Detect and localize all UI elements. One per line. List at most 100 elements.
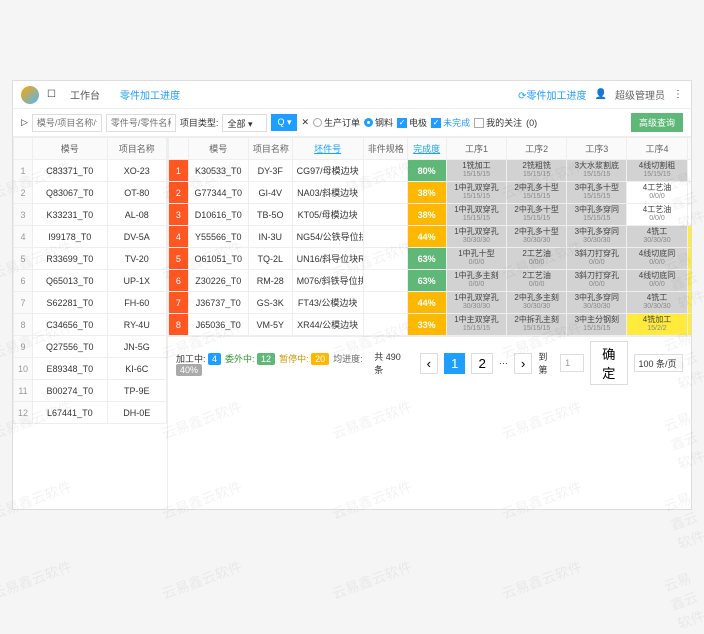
- cell: J65036_T0: [188, 314, 248, 336]
- cell: 38%: [407, 182, 446, 204]
- tab-workbench[interactable]: 工作台: [64, 85, 106, 104]
- table-row[interactable]: 8J65036_T0VM-5YXR44/公模边块33%1中主双穿孔15/15/1…: [169, 314, 692, 336]
- cell: 4铣工30/30/30: [627, 226, 687, 248]
- right-panel: 模号项目名称坯件号非件规格完成度工序1工序2工序3工序4工序5工序6 1K305…: [168, 137, 691, 509]
- table-row[interactable]: 10E89348_T0KI-6C: [14, 358, 167, 380]
- radio-steel[interactable]: 钢料: [364, 116, 393, 129]
- cell: O61051_T0: [188, 248, 248, 270]
- more-icon[interactable]: ⋮: [673, 89, 683, 100]
- table-row[interactable]: 3K33231_T0AL-08: [14, 204, 167, 226]
- table-row[interactable]: 6Q65013_T0UP-1X: [14, 270, 167, 292]
- chk-electrode[interactable]: ✓电极: [397, 116, 427, 129]
- cell: Z30226_T0: [188, 270, 248, 292]
- cell: 2铣粗铣15/15/15: [507, 160, 567, 182]
- left-col-header[interactable]: 项目名称: [107, 138, 166, 160]
- table-row[interactable]: 2Q83067_T0OT-80: [14, 182, 167, 204]
- right-col-header[interactable]: 工序3: [567, 138, 627, 160]
- cell: 1: [169, 160, 189, 182]
- cell: 3斜刀打穿孔0/0/0: [567, 270, 627, 292]
- left-col-header[interactable]: 模号: [33, 138, 108, 160]
- cell: TQ-2L: [248, 248, 292, 270]
- reset-icon[interactable]: ✕: [301, 117, 309, 128]
- cell: 5中孔多穿孔0/0/0: [687, 204, 691, 226]
- radio-order[interactable]: 生产订单: [313, 116, 360, 129]
- right-col-header[interactable]: [169, 138, 189, 160]
- table-row[interactable]: 6Z30226_T0RM-28M076/斜铁导位拼件63%1中孔多主刻0/0/0…: [169, 270, 692, 292]
- cell: I99178_T0: [33, 226, 108, 248]
- chk-unfinished[interactable]: ✓未完成: [431, 116, 470, 129]
- pagesize-select[interactable]: 100 条/页: [634, 354, 683, 372]
- table-row[interactable]: 1C83371_T0XO-23: [14, 160, 167, 182]
- table-row[interactable]: 2G77344_T0GI-4VNA03/斜模边块38%1中孔双穿孔15/15/1…: [169, 182, 692, 204]
- cell: E89348_T0: [33, 358, 108, 380]
- cell: 44%: [407, 292, 446, 314]
- cell: [363, 226, 407, 248]
- status-tag: 委外中: 12: [225, 354, 275, 364]
- goto-confirm[interactable]: 确定: [590, 341, 627, 385]
- follow-count: (0): [526, 118, 537, 128]
- cell: 80%: [407, 160, 446, 182]
- table-row[interactable]: 8C34656_T0RY-4U: [14, 314, 167, 336]
- table-row[interactable]: 5O61051_T0TQ-2LUN16/斜导位块R63%1中孔十型0/0/02工…: [169, 248, 692, 270]
- cell: 5工艺油4/4/4: [687, 292, 691, 314]
- cell: [363, 270, 407, 292]
- left-panel: 模号项目名称 1C83371_T0XO-232Q83067_T0OT-803K3…: [13, 137, 168, 509]
- cell: Y55566_T0: [188, 226, 248, 248]
- watermark: 云易鑫云软件: [159, 556, 245, 604]
- right-col-header[interactable]: 工序5: [687, 138, 691, 160]
- table-row[interactable]: 1K30533_T0DY-3FCG97/母模边块80%1铣加工15/15/152…: [169, 160, 692, 182]
- table-row[interactable]: 4Y55566_T0IN-3UNG54/公铁导位拼件44%1中孔双穿孔30/30…: [169, 226, 692, 248]
- cell: 3中孔多穿同30/30/30: [567, 226, 627, 248]
- search-button[interactable]: Q ▾: [271, 114, 297, 131]
- tab-progress[interactable]: 零件加工进度: [114, 85, 186, 104]
- page-next[interactable]: ›: [514, 353, 532, 374]
- cell: UP-1X: [107, 270, 166, 292]
- cell: 1中孔多主刻0/0/0: [446, 270, 506, 292]
- page-prev[interactable]: ‹: [420, 353, 438, 374]
- home-icon[interactable]: ☐: [47, 89, 56, 100]
- type-select[interactable]: 全部 ▾: [222, 114, 267, 132]
- status-tag: 暂停中: 20: [279, 354, 329, 364]
- right-col-header[interactable]: 模号: [188, 138, 248, 160]
- cell: 5工艺油0/0/0: [687, 270, 691, 292]
- chk-follow[interactable]: 我的关注: [474, 116, 522, 129]
- search-part[interactable]: [106, 114, 176, 132]
- right-col-header[interactable]: 工序4: [627, 138, 687, 160]
- refresh-link[interactable]: ⟳零件加工进度: [518, 87, 586, 102]
- right-col-header[interactable]: 项目名称: [248, 138, 292, 160]
- table-row[interactable]: 11B00274_T0TP-9E: [14, 380, 167, 402]
- cell: GI-4V: [248, 182, 292, 204]
- advanced-button[interactable]: 高级查询: [631, 113, 683, 132]
- table-row[interactable]: 9Q27556_T0JN-5G: [14, 336, 167, 358]
- cell: OT-80: [107, 182, 166, 204]
- cell: [363, 292, 407, 314]
- user-icon[interactable]: 👤: [595, 89, 607, 100]
- table-row[interactable]: 3D10616_T0TB-5OKT05/母模边块38%1中孔双穿孔15/15/1…: [169, 204, 692, 226]
- table-row[interactable]: 5R33699_T0TV-20: [14, 248, 167, 270]
- table-row[interactable]: 12L67441_T0DH-0E: [14, 402, 167, 424]
- search-mold[interactable]: [32, 114, 102, 132]
- right-col-header[interactable]: 坯件号: [292, 138, 363, 160]
- table-row[interactable]: 4I99178_T0DV-5A: [14, 226, 167, 248]
- cell: 5工艺油2/2/2: [687, 314, 691, 336]
- goto-input[interactable]: [560, 354, 584, 372]
- right-col-header[interactable]: 非件规格: [363, 138, 407, 160]
- user-name[interactable]: 超级管理员: [615, 87, 665, 102]
- left-col-header[interactable]: [14, 138, 33, 160]
- page-2[interactable]: 2: [471, 353, 492, 374]
- right-col-header[interactable]: 工序1: [446, 138, 506, 160]
- cell: R33699_T0: [33, 248, 108, 270]
- cell: 2中孔多主刻30/30/30: [507, 292, 567, 314]
- page-1[interactable]: 1: [444, 353, 465, 374]
- cell: IN-3U: [248, 226, 292, 248]
- table-row[interactable]: 7J36737_T0GS-3KFT43/公模边块44%1中孔双穿孔30/30/3…: [169, 292, 692, 314]
- right-col-header[interactable]: 完成度: [407, 138, 446, 160]
- right-col-header[interactable]: 工序2: [507, 138, 567, 160]
- sidebar-toggle-icon[interactable]: ▷: [21, 117, 28, 128]
- row-index: 1: [14, 160, 33, 182]
- row-index: 12: [14, 402, 33, 424]
- cell: 2工艺油0/0/0: [507, 270, 567, 292]
- table-row[interactable]: 7S62281_T0FH-60: [14, 292, 167, 314]
- type-label: 项目类型:: [180, 116, 219, 129]
- cell: 3大水浆割底15/15/15: [567, 160, 627, 182]
